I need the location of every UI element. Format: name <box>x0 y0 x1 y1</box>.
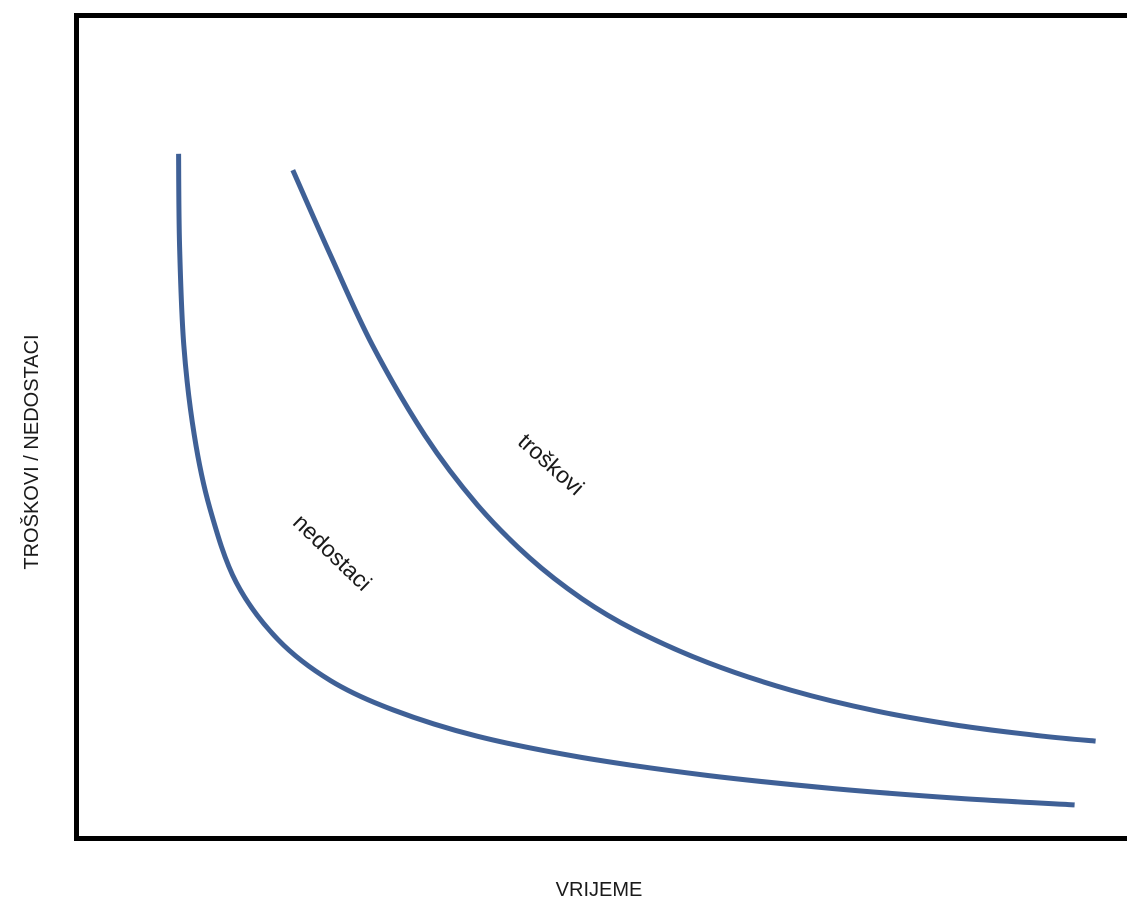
series-label-troskovi: troškovi <box>513 428 589 500</box>
series-layer <box>176 153 1096 808</box>
series-line-nedostaci <box>176 153 1075 808</box>
plot-frame <box>74 13 1127 841</box>
series-label-nedostaci: nedostaci <box>288 509 377 596</box>
x-axis-title: VRIJEME <box>556 879 643 900</box>
series-line-troskovi <box>290 169 1096 744</box>
y-axis-title: TROŠKOVI / NEDOSTACI <box>20 334 43 569</box>
